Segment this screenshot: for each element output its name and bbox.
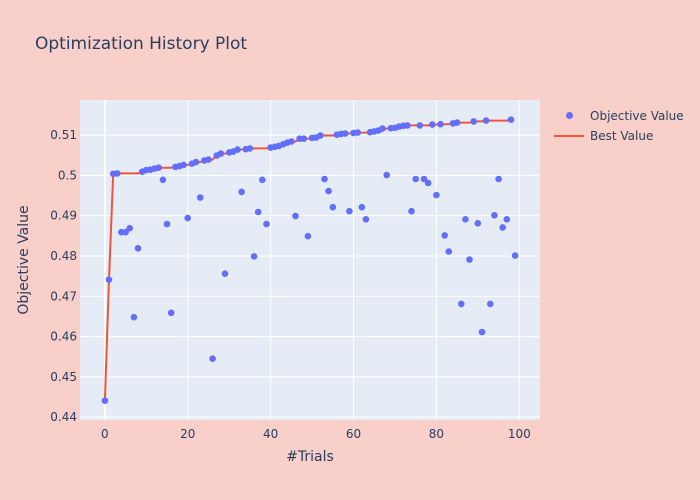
plot-area <box>80 100 540 420</box>
data-point[interactable] <box>325 187 332 195</box>
data-point[interactable] <box>437 120 444 128</box>
data-point[interactable] <box>317 132 324 139</box>
data-point[interactable] <box>379 125 386 132</box>
data-point[interactable] <box>217 150 225 157</box>
legend-item-best-value[interactable]: Best Value <box>552 126 684 146</box>
data-point[interactable] <box>424 179 432 187</box>
objective-value-markers <box>101 116 519 405</box>
data-point[interactable] <box>259 176 266 184</box>
data-point[interactable] <box>491 212 498 219</box>
y-axis-label: Objective Value <box>16 205 32 314</box>
data-point[interactable] <box>416 122 424 129</box>
data-point[interactable] <box>196 194 204 201</box>
line-swatch-icon <box>552 126 588 146</box>
data-point[interactable] <box>495 175 502 183</box>
y-axis-ticks: 0.44 0.45 0.46 0.47 0.48 0.49 0.5 0.51 <box>50 128 77 424</box>
data-point[interactable] <box>122 228 129 236</box>
data-point[interactable] <box>408 207 415 215</box>
data-point[interactable] <box>263 220 270 228</box>
x-tick-label: 20 <box>180 427 195 441</box>
data-point[interactable] <box>433 191 440 199</box>
x-tick-label: 40 <box>263 427 278 441</box>
data-point[interactable] <box>420 175 428 183</box>
data-point[interactable] <box>180 161 187 169</box>
legend: Objective Value Best Value <box>552 106 684 146</box>
data-point[interactable] <box>250 253 258 260</box>
x-axis-label: #Trials <box>286 449 334 465</box>
data-point[interactable] <box>511 252 519 259</box>
y-tick-label: 0.44 <box>50 410 77 424</box>
data-point[interactable] <box>130 313 138 321</box>
legend-item-objective-value[interactable]: Objective Value <box>552 106 684 126</box>
data-point[interactable] <box>429 121 436 128</box>
y-tick-label: 0.51 <box>50 128 77 142</box>
legend-label: Best Value <box>590 129 654 143</box>
data-point[interactable] <box>462 216 469 223</box>
y-tick-label: 0.5 <box>58 168 77 182</box>
data-point[interactable] <box>441 232 449 239</box>
x-tick-label: 60 <box>346 427 361 441</box>
data-point[interactable] <box>238 188 245 196</box>
data-point[interactable] <box>474 220 482 227</box>
data-point[interactable] <box>126 224 133 232</box>
x-tick-label: 80 <box>429 427 444 441</box>
data-point[interactable] <box>105 276 113 284</box>
data-point[interactable] <box>288 138 295 145</box>
data-point[interactable] <box>192 158 200 166</box>
data-point[interactable] <box>482 117 490 124</box>
data-point[interactable] <box>205 156 212 163</box>
y-tick-label: 0.47 <box>50 289 77 303</box>
data-point[interactable] <box>466 256 473 263</box>
data-point[interactable] <box>404 122 411 129</box>
y-tick-label: 0.49 <box>50 209 77 223</box>
data-point[interactable] <box>383 171 391 179</box>
data-point[interactable] <box>163 220 171 228</box>
legend-label: Objective Value <box>590 109 684 123</box>
x-axis-ticks: 0 20 40 60 80 100 <box>101 427 531 441</box>
gridlines <box>80 100 540 420</box>
data-point[interactable] <box>184 214 191 222</box>
data-point[interactable] <box>254 208 262 216</box>
data-point[interactable] <box>167 309 175 317</box>
x-tick-label: 0 <box>101 427 109 441</box>
data-point[interactable] <box>503 216 511 223</box>
marker-dot-icon <box>552 106 588 126</box>
data-point[interactable] <box>346 207 353 215</box>
data-point[interactable] <box>412 175 420 183</box>
data-point[interactable] <box>354 129 362 136</box>
x-tick-label: 100 <box>508 427 531 441</box>
data-point[interactable] <box>445 248 453 255</box>
data-point[interactable] <box>478 328 486 336</box>
data-point[interactable] <box>507 116 515 123</box>
data-point[interactable] <box>321 175 328 183</box>
data-point[interactable] <box>362 216 370 223</box>
data-point[interactable] <box>292 212 299 220</box>
data-point[interactable] <box>101 397 109 405</box>
data-point[interactable] <box>358 203 366 211</box>
y-tick-label: 0.46 <box>50 330 77 344</box>
data-point[interactable] <box>300 135 308 142</box>
chart-title: Optimization History Plot <box>35 34 248 54</box>
data-point[interactable] <box>341 130 349 137</box>
data-point[interactable] <box>487 300 494 308</box>
data-point[interactable] <box>453 119 461 126</box>
data-point[interactable] <box>134 245 142 252</box>
data-point[interactable] <box>329 203 337 211</box>
y-tick-label: 0.45 <box>50 370 77 384</box>
data-point[interactable] <box>155 164 162 171</box>
data-point[interactable] <box>234 146 241 153</box>
data-point[interactable] <box>304 232 312 240</box>
data-point[interactable] <box>159 176 167 184</box>
data-point[interactable] <box>458 300 465 308</box>
data-point[interactable] <box>470 118 478 125</box>
data-point[interactable] <box>221 270 229 278</box>
data-point[interactable] <box>246 145 254 152</box>
data-point[interactable] <box>499 224 507 231</box>
data-point[interactable] <box>114 170 121 177</box>
y-tick-label: 0.48 <box>50 249 77 263</box>
data-point[interactable] <box>209 355 216 363</box>
